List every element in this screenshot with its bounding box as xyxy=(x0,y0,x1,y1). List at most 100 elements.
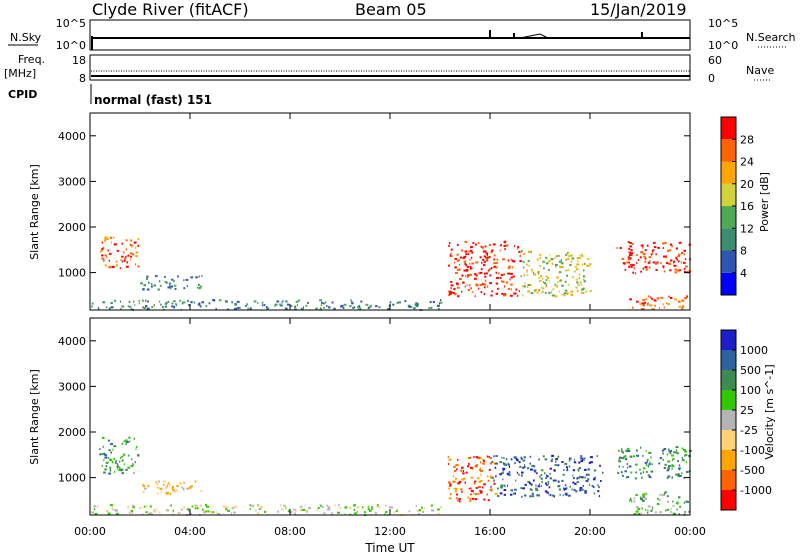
echo-cell xyxy=(559,265,561,267)
echo-cell xyxy=(175,302,177,305)
echo-cell xyxy=(579,457,583,460)
echo-cell xyxy=(479,284,483,286)
echo-cell xyxy=(468,456,472,459)
echo-cell xyxy=(481,261,483,264)
echo-cell xyxy=(551,294,554,297)
echo-cell xyxy=(470,246,472,249)
echo-cell xyxy=(134,461,136,464)
echo-cell xyxy=(138,302,140,305)
echo-cell xyxy=(356,506,360,509)
echo-cell xyxy=(163,483,165,486)
echo-cell xyxy=(410,306,413,309)
echo-cell xyxy=(458,498,461,501)
echo-cell xyxy=(331,301,334,304)
echo-cell xyxy=(103,471,106,474)
echo-cell xyxy=(421,506,423,509)
echo-cell xyxy=(109,504,113,507)
echo-cell xyxy=(116,465,120,468)
echo-cell xyxy=(285,505,287,508)
echo-cell xyxy=(247,307,249,310)
echo-cell xyxy=(641,499,645,502)
echo-cell xyxy=(101,248,104,251)
echo-cell xyxy=(150,512,152,514)
echo-cell xyxy=(562,494,564,497)
echo-cell xyxy=(490,485,492,488)
echo-cell xyxy=(520,457,523,460)
echo-cell xyxy=(509,272,513,275)
echo-cell xyxy=(458,263,460,266)
echo-cell xyxy=(562,473,565,476)
echo-cell xyxy=(164,305,168,308)
echo-cell xyxy=(308,507,311,510)
echo-cell xyxy=(533,469,537,472)
echo-cell xyxy=(503,484,506,487)
echo-cell xyxy=(476,477,480,480)
echo-cell xyxy=(104,468,107,471)
power-frame xyxy=(89,112,691,311)
echo-cell xyxy=(576,289,579,292)
echo-cell xyxy=(475,261,479,264)
echo-cell xyxy=(510,294,513,297)
echo-cell xyxy=(519,465,522,468)
echo-cell xyxy=(668,448,670,451)
echo-cell xyxy=(104,238,107,240)
velocity-echoes xyxy=(91,436,692,516)
echo-cell xyxy=(628,251,632,254)
echo-cell xyxy=(681,299,685,302)
echo-cell xyxy=(279,303,282,306)
echo-cell xyxy=(166,491,169,494)
echo-cell xyxy=(538,280,542,282)
echo-cell xyxy=(514,488,517,491)
echo-cell xyxy=(655,268,658,271)
echo-cell xyxy=(164,302,168,305)
echo-cell xyxy=(628,254,631,256)
echo-cell xyxy=(598,486,600,489)
echo-cell xyxy=(646,470,648,473)
echo-cell xyxy=(602,471,604,474)
echo-cell xyxy=(542,455,545,458)
echo-cell xyxy=(492,477,494,480)
echo-cell xyxy=(353,504,356,507)
echo-cell xyxy=(326,504,329,507)
echo-cell xyxy=(523,285,526,288)
echo-cell xyxy=(448,463,450,465)
echo-cell xyxy=(300,508,303,511)
echo-cell xyxy=(583,457,586,460)
echo-cell xyxy=(201,301,205,304)
echo-cell xyxy=(449,254,451,257)
echo-cell xyxy=(131,506,134,509)
echo-cell xyxy=(369,509,372,512)
echo-cell xyxy=(539,475,541,478)
colorbar-tick-label: 24 xyxy=(740,156,754,169)
echo-cell xyxy=(210,511,213,514)
echo-cell xyxy=(448,497,452,500)
echo-cell xyxy=(303,306,305,309)
echo-cell xyxy=(644,301,646,304)
beam-title: Beam 05 xyxy=(355,0,427,19)
echo-cell xyxy=(516,471,519,474)
echo-cell xyxy=(171,305,174,308)
echo-cell xyxy=(457,286,460,289)
echo-cell xyxy=(177,275,179,278)
echo-cell xyxy=(464,240,468,243)
echo-cell xyxy=(644,260,647,263)
echo-cell xyxy=(640,446,642,449)
echo-cell xyxy=(672,512,676,515)
echo-cell xyxy=(108,449,111,452)
echo-cell xyxy=(541,481,543,483)
echo-cell xyxy=(454,293,457,296)
echo-cell xyxy=(554,479,557,482)
echo-cell xyxy=(222,505,225,508)
echo-cell xyxy=(583,269,585,272)
echo-cell xyxy=(145,299,147,302)
echo-cell xyxy=(469,262,471,265)
echo-cell xyxy=(470,246,473,248)
echo-cell xyxy=(550,494,552,497)
echo-cell xyxy=(338,504,340,507)
echo-cell xyxy=(546,491,549,494)
echo-cell xyxy=(501,280,503,283)
echo-cell xyxy=(516,459,519,462)
echo-cell xyxy=(359,307,362,310)
echo-cell xyxy=(507,484,508,487)
